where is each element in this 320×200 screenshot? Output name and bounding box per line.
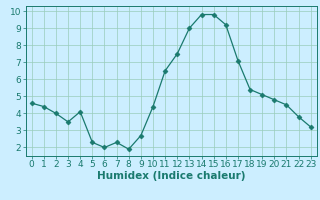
X-axis label: Humidex (Indice chaleur): Humidex (Indice chaleur) (97, 171, 245, 181)
